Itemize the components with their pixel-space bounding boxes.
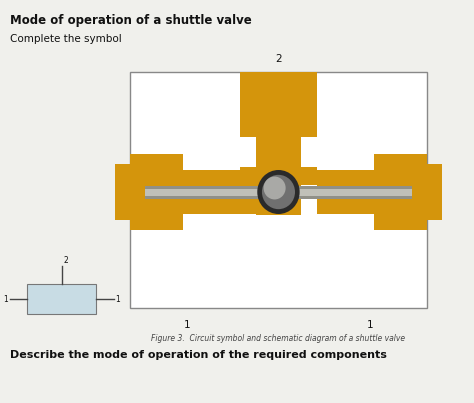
Text: Describe the mode of operation of the required components: Describe the mode of operation of the re…: [9, 350, 386, 360]
Text: 2: 2: [64, 256, 68, 265]
Bar: [423, 164, 442, 220]
Text: 2: 2: [275, 54, 282, 64]
Bar: [27, 284, 96, 314]
Text: Complete the symbol: Complete the symbol: [9, 34, 121, 44]
Bar: [145, 189, 412, 196]
Circle shape: [262, 175, 295, 209]
Bar: [256, 137, 301, 167]
Text: 1: 1: [183, 320, 190, 330]
Bar: [256, 185, 301, 215]
Bar: [130, 72, 427, 308]
Text: 1: 1: [367, 320, 374, 330]
Bar: [317, 170, 427, 214]
Text: 1: 1: [3, 295, 8, 303]
Bar: [130, 170, 278, 214]
Bar: [145, 186, 412, 189]
Text: 1: 1: [116, 295, 120, 303]
Bar: [145, 196, 412, 199]
Circle shape: [264, 177, 286, 199]
Bar: [115, 164, 134, 220]
Circle shape: [257, 170, 300, 214]
Bar: [240, 167, 317, 185]
Bar: [240, 72, 317, 137]
Bar: [374, 154, 427, 230]
Bar: [130, 154, 183, 230]
Text: Figure 3.  Circuit symbol and schematic diagram of a shuttle valve: Figure 3. Circuit symbol and schematic d…: [151, 334, 406, 343]
Text: Mode of operation of a shuttle valve: Mode of operation of a shuttle valve: [9, 14, 251, 27]
